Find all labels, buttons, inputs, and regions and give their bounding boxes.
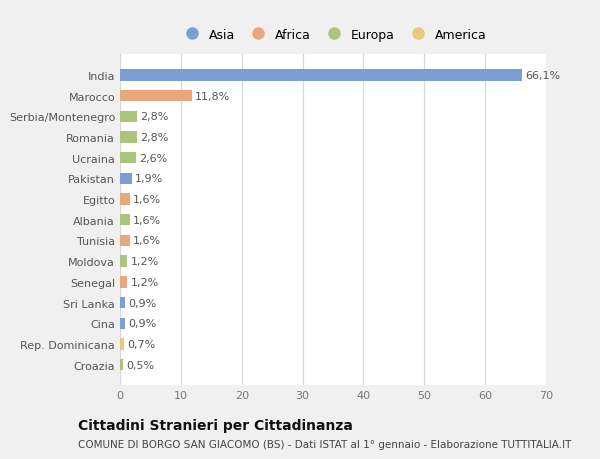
Bar [120, 318, 125, 329]
Text: 1,6%: 1,6% [133, 215, 161, 225]
Text: 0,9%: 0,9% [128, 298, 157, 308]
Text: 1,9%: 1,9% [134, 174, 163, 184]
Text: 2,8%: 2,8% [140, 133, 169, 143]
Bar [120, 339, 124, 350]
Text: 1,2%: 1,2% [130, 257, 158, 267]
Text: 1,6%: 1,6% [133, 236, 161, 246]
Bar [120, 132, 137, 143]
Bar [120, 359, 123, 370]
Text: Cittadini Stranieri per Cittadinanza: Cittadini Stranieri per Cittadinanza [78, 418, 353, 432]
Text: COMUNE DI BORGO SAN GIACOMO (BS) - Dati ISTAT al 1° gennaio - Elaborazione TUTTI: COMUNE DI BORGO SAN GIACOMO (BS) - Dati … [78, 440, 571, 449]
Text: 0,7%: 0,7% [127, 339, 155, 349]
Bar [120, 91, 192, 102]
Text: 0,9%: 0,9% [128, 319, 157, 329]
Bar [120, 153, 136, 164]
Text: 2,8%: 2,8% [140, 112, 169, 122]
Text: 11,8%: 11,8% [195, 91, 230, 101]
Bar [120, 235, 130, 246]
Bar [120, 194, 130, 205]
Text: 1,6%: 1,6% [133, 195, 161, 205]
Bar [120, 256, 127, 267]
Text: 66,1%: 66,1% [526, 71, 560, 81]
Bar [120, 70, 522, 81]
Text: 0,5%: 0,5% [126, 360, 154, 370]
Bar [120, 297, 125, 308]
Bar [120, 215, 130, 226]
Legend: Asia, Africa, Europa, America: Asia, Africa, Europa, America [175, 25, 491, 45]
Bar [120, 112, 137, 123]
Bar [120, 174, 131, 185]
Bar [120, 277, 127, 288]
Text: 1,2%: 1,2% [130, 277, 158, 287]
Text: 2,6%: 2,6% [139, 153, 167, 163]
